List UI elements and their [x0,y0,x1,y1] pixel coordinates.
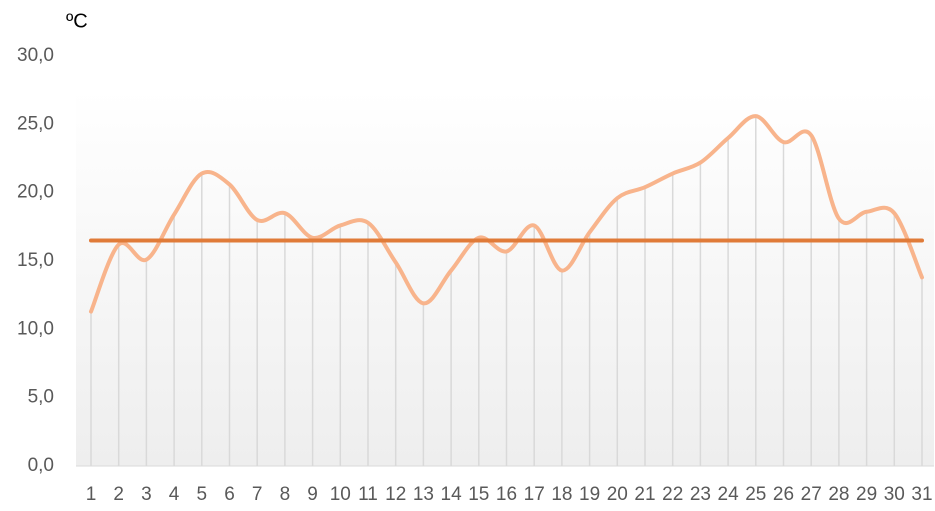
x-tick-label: 27 [801,484,822,505]
x-tick-label: 23 [690,484,711,505]
x-tick-label: 30 [884,484,905,505]
x-tick-label: 5 [197,484,208,505]
x-tick-label: 14 [441,484,463,505]
y-tick-label: 10,0 [17,318,54,339]
x-tick-label: 7 [252,484,263,505]
x-tick-label: 20 [607,484,628,505]
y-tick-label: 0,0 [28,455,54,476]
x-tick-label: 31 [911,484,932,505]
y-tick-label: 5,0 [28,387,54,408]
x-tick-label: 18 [551,484,572,505]
plot-background [76,90,934,466]
x-tick-label: 28 [828,484,849,505]
x-tick-label: 3 [141,484,152,505]
x-tick-label: 29 [856,484,877,505]
series-line [89,114,924,314]
x-tick-label: 26 [773,484,794,505]
x-tick-label: 22 [662,484,683,505]
x-tick-label: 25 [745,484,766,505]
x-tick-label: 21 [634,484,655,505]
x-tick-label: 24 [718,484,740,505]
y-tick-label: 20,0 [17,182,54,203]
y-tick-label: 25,0 [17,113,54,134]
x-tick-label: 17 [524,484,545,505]
x-tick-label: 8 [280,484,291,505]
x-tick-label: 9 [307,484,318,505]
y-tick-label: 15,0 [17,250,54,271]
x-tick-label: 13 [413,484,434,505]
x-tick-label: 1 [86,484,97,505]
x-tick-label: 10 [330,484,351,505]
x-tick-label: 12 [385,484,406,505]
x-tick-label: 16 [496,484,517,505]
x-tick-label: 4 [169,484,180,505]
x-tick-label: 15 [468,484,489,505]
x-tick-label: 11 [358,484,378,505]
y-tick-label: 30,0 [17,45,54,66]
x-tick-label: 19 [579,484,600,505]
x-tick-label: 6 [224,484,235,505]
x-tick-label: 2 [113,484,124,505]
unit-label: ºC [66,10,88,32]
